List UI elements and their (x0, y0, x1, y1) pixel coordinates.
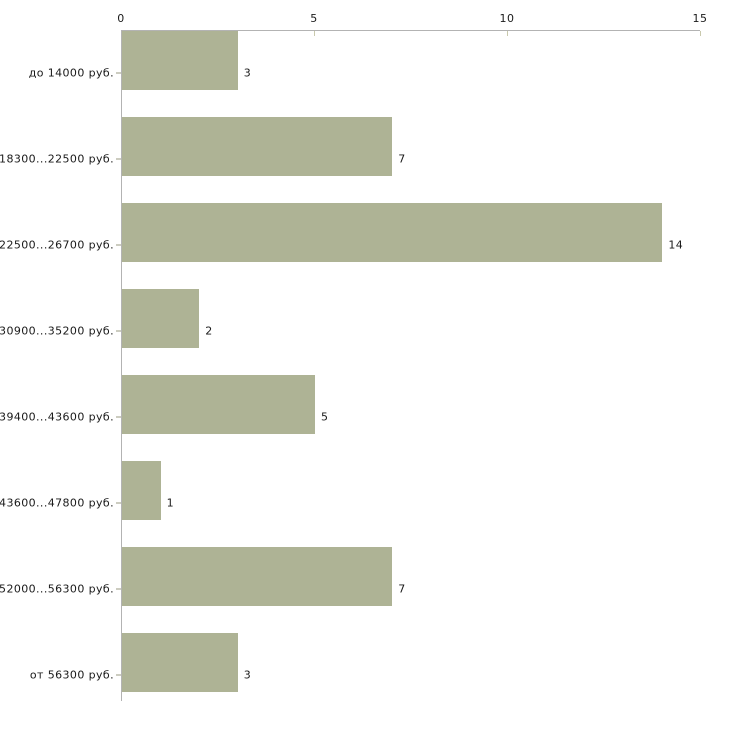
bar[interactable] (122, 31, 238, 90)
bar-value-label: 14 (668, 238, 684, 252)
bar-row[interactable]: 30900...35200 руб. 2 (0, 288, 730, 374)
x-tick-label: 0 (117, 12, 125, 25)
bar-value-label: 7 (398, 152, 406, 166)
category-label: 30900...35200 руб. (0, 324, 114, 338)
category-label: 52000...56300 руб. (0, 582, 114, 596)
bar-value-label: 3 (243, 668, 252, 682)
x-tick-label: 15 (692, 12, 708, 25)
category-label: до 14000 руб. (28, 66, 114, 80)
bar[interactable] (122, 547, 393, 606)
bar-row[interactable]: 43600...47800 руб. 1 (0, 460, 730, 546)
category-label: 22500...26700 руб. (0, 238, 114, 252)
bar[interactable] (122, 289, 200, 348)
category-tick-mark (116, 502, 121, 504)
bar-row[interactable]: 18300...22500 руб. 7 (0, 116, 730, 202)
x-tick-mark (314, 31, 315, 36)
category-tick-mark (116, 244, 121, 246)
category-label: 39400...43600 руб. (0, 410, 114, 424)
y-axis-line (121, 30, 122, 701)
category-tick-mark (116, 588, 121, 590)
x-tick-mark (507, 31, 508, 36)
category-tick-mark (116, 416, 121, 418)
bar[interactable] (122, 203, 663, 262)
bar-row[interactable]: от 56300 руб. 3 (0, 632, 730, 718)
category-label: 18300...22500 руб. (0, 152, 114, 166)
bar[interactable] (122, 461, 161, 520)
bar[interactable] (122, 117, 393, 176)
category-tick-mark (116, 330, 121, 332)
bar-row[interactable]: 39400...43600 руб. 5 (0, 374, 730, 460)
bar-row[interactable]: 52000...56300 руб. 7 (0, 546, 730, 632)
category-tick-mark (116, 72, 121, 74)
category-tick-mark (116, 158, 121, 160)
bar-value-label: 5 (321, 410, 329, 424)
bar[interactable] (122, 375, 315, 434)
x-tick-mark (700, 31, 701, 36)
x-tick-label: 5 (310, 12, 318, 25)
x-axis-line (121, 30, 700, 31)
category-label: 43600...47800 руб. (0, 496, 114, 510)
bar-value-label: 7 (398, 582, 406, 596)
category-label: от 56300 руб. (29, 668, 114, 682)
category-tick-mark (116, 674, 121, 676)
bar-value-label: 2 (205, 324, 213, 338)
bar-row[interactable]: до 14000 руб. 3 (0, 30, 730, 116)
x-tick-label: 10 (499, 12, 515, 25)
bar-row[interactable]: 22500...26700 руб. 14 (0, 202, 730, 288)
bar[interactable] (122, 633, 238, 692)
bar-value-label: 1 (166, 496, 174, 510)
bar-value-label: 3 (243, 66, 252, 80)
